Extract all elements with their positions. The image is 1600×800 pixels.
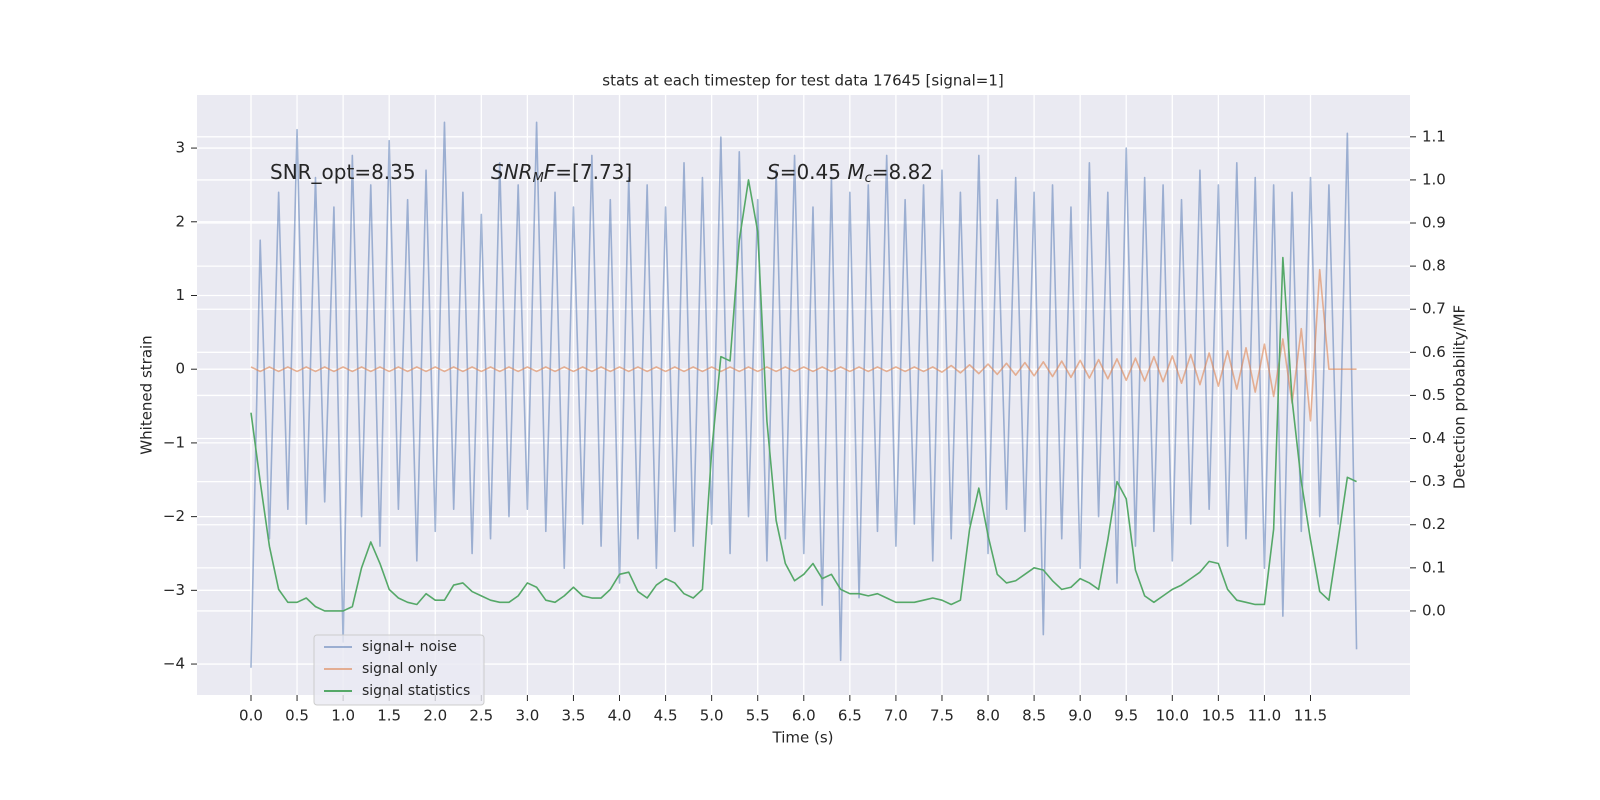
x-tick-label: 2.0 [423,707,447,725]
y2-tick-label: 0.3 [1422,472,1446,490]
annotation-part: =0.45 [780,160,848,184]
x-tick-label: 6.0 [792,707,816,725]
x-tick-label: 4.0 [608,707,632,725]
x-tick-label: 3.0 [515,707,539,725]
y-axis-label: Whitened strain [138,335,156,454]
annotation-part: SNR_opt=8.35 [270,160,416,184]
x-tick-label: 11.5 [1294,707,1327,725]
annotation-part: c [865,171,872,186]
annotation-part: SNR [491,160,533,184]
x-tick-label: 1.5 [377,707,401,725]
y-tick-label: 2 [175,212,185,230]
annotation-part: =[7.73] [555,160,632,184]
y2-tick-label: 0.2 [1422,515,1446,533]
chart-title: stats at each timestep for test data 176… [602,72,1003,90]
y2-tick-label: 0.4 [1422,429,1446,447]
x-tick-label: 4.5 [654,707,678,725]
y-tick-label: 3 [175,139,185,157]
x-tick-label: 2.5 [469,707,493,725]
y2-tick-label: 1.1 [1422,127,1446,145]
x-tick-label: 1.0 [331,707,355,725]
x-axis-label: Time (s) [772,729,834,747]
annotation-part: M [533,171,544,186]
x-tick-label: 7.5 [930,707,954,725]
legend-box [313,634,485,706]
y2-tick-label: 0.7 [1422,300,1446,318]
x-tick-label: 9.0 [1068,707,1092,725]
annotation-part: =8.82 [872,160,933,184]
annotation-part: S [767,160,780,184]
series-line [250,179,1357,612]
x-tick-label: 11.0 [1248,707,1281,725]
y-tick-label: −1 [163,433,185,451]
legend-label: signal statistics [362,683,470,699]
y2-axis-label: Detection probability/MF [1451,305,1469,489]
legend-label: signal+ noise [362,639,457,655]
x-tick-label: 9.5 [1114,707,1138,725]
x-tick-label: 5.5 [746,707,770,725]
x-tick-label: 3.5 [562,707,586,725]
marks [250,121,1358,668]
series-line [250,121,1358,668]
y-tick-label: 0 [175,360,185,378]
x-tick-label: 5.0 [700,707,724,725]
x-tick-label: 6.5 [838,707,862,725]
y2-tick-label: 0.5 [1422,386,1446,404]
x-tick-label: 7.0 [884,707,908,725]
x-tick-label: 8.5 [1022,707,1046,725]
y2-tick-label: 0.8 [1422,257,1446,275]
annotation: S=0.45 Mc=8.82 [767,160,933,186]
annotation: SNRMF=[7.73] [491,160,632,186]
x-tick-label: 8.0 [976,707,1000,725]
annotation: SNR_opt=8.35 [270,160,416,184]
y2-tick-label: 0.9 [1422,214,1446,232]
annotation-part: M [847,160,864,184]
annotation-part: F [544,160,556,184]
y-tick-label: −4 [163,655,185,673]
series-line [250,268,1357,422]
annotations: SNR_opt=8.35 SNRMF=[7.73] S=0.45 Mc=8.82 [270,160,933,186]
x-tick-label: 10.5 [1202,707,1235,725]
legend-label: signal only [362,661,437,677]
x-tick-label: 0.0 [239,707,263,725]
axes: 0.0 0.5 1.0 1.5 2.0 2.5 3.0 3.5 4.0 4.5 5.0 5.5 6.0 6… [163,127,1446,724]
legend: signal+ noise signal only signal statistic… [313,634,485,706]
y2-tick-label: 0.6 [1422,343,1446,361]
x-tick-label: 10.0 [1156,707,1189,725]
y-tick-label: 1 [175,286,185,304]
y2-tick-label: 0.1 [1422,558,1446,576]
x-tick-label: 0.5 [285,707,309,725]
y-tick-label: −2 [163,507,185,525]
y2-tick-label: 1.0 [1422,170,1446,188]
y2-tick-label: 0.0 [1422,601,1446,619]
y-tick-label: −3 [163,581,185,599]
